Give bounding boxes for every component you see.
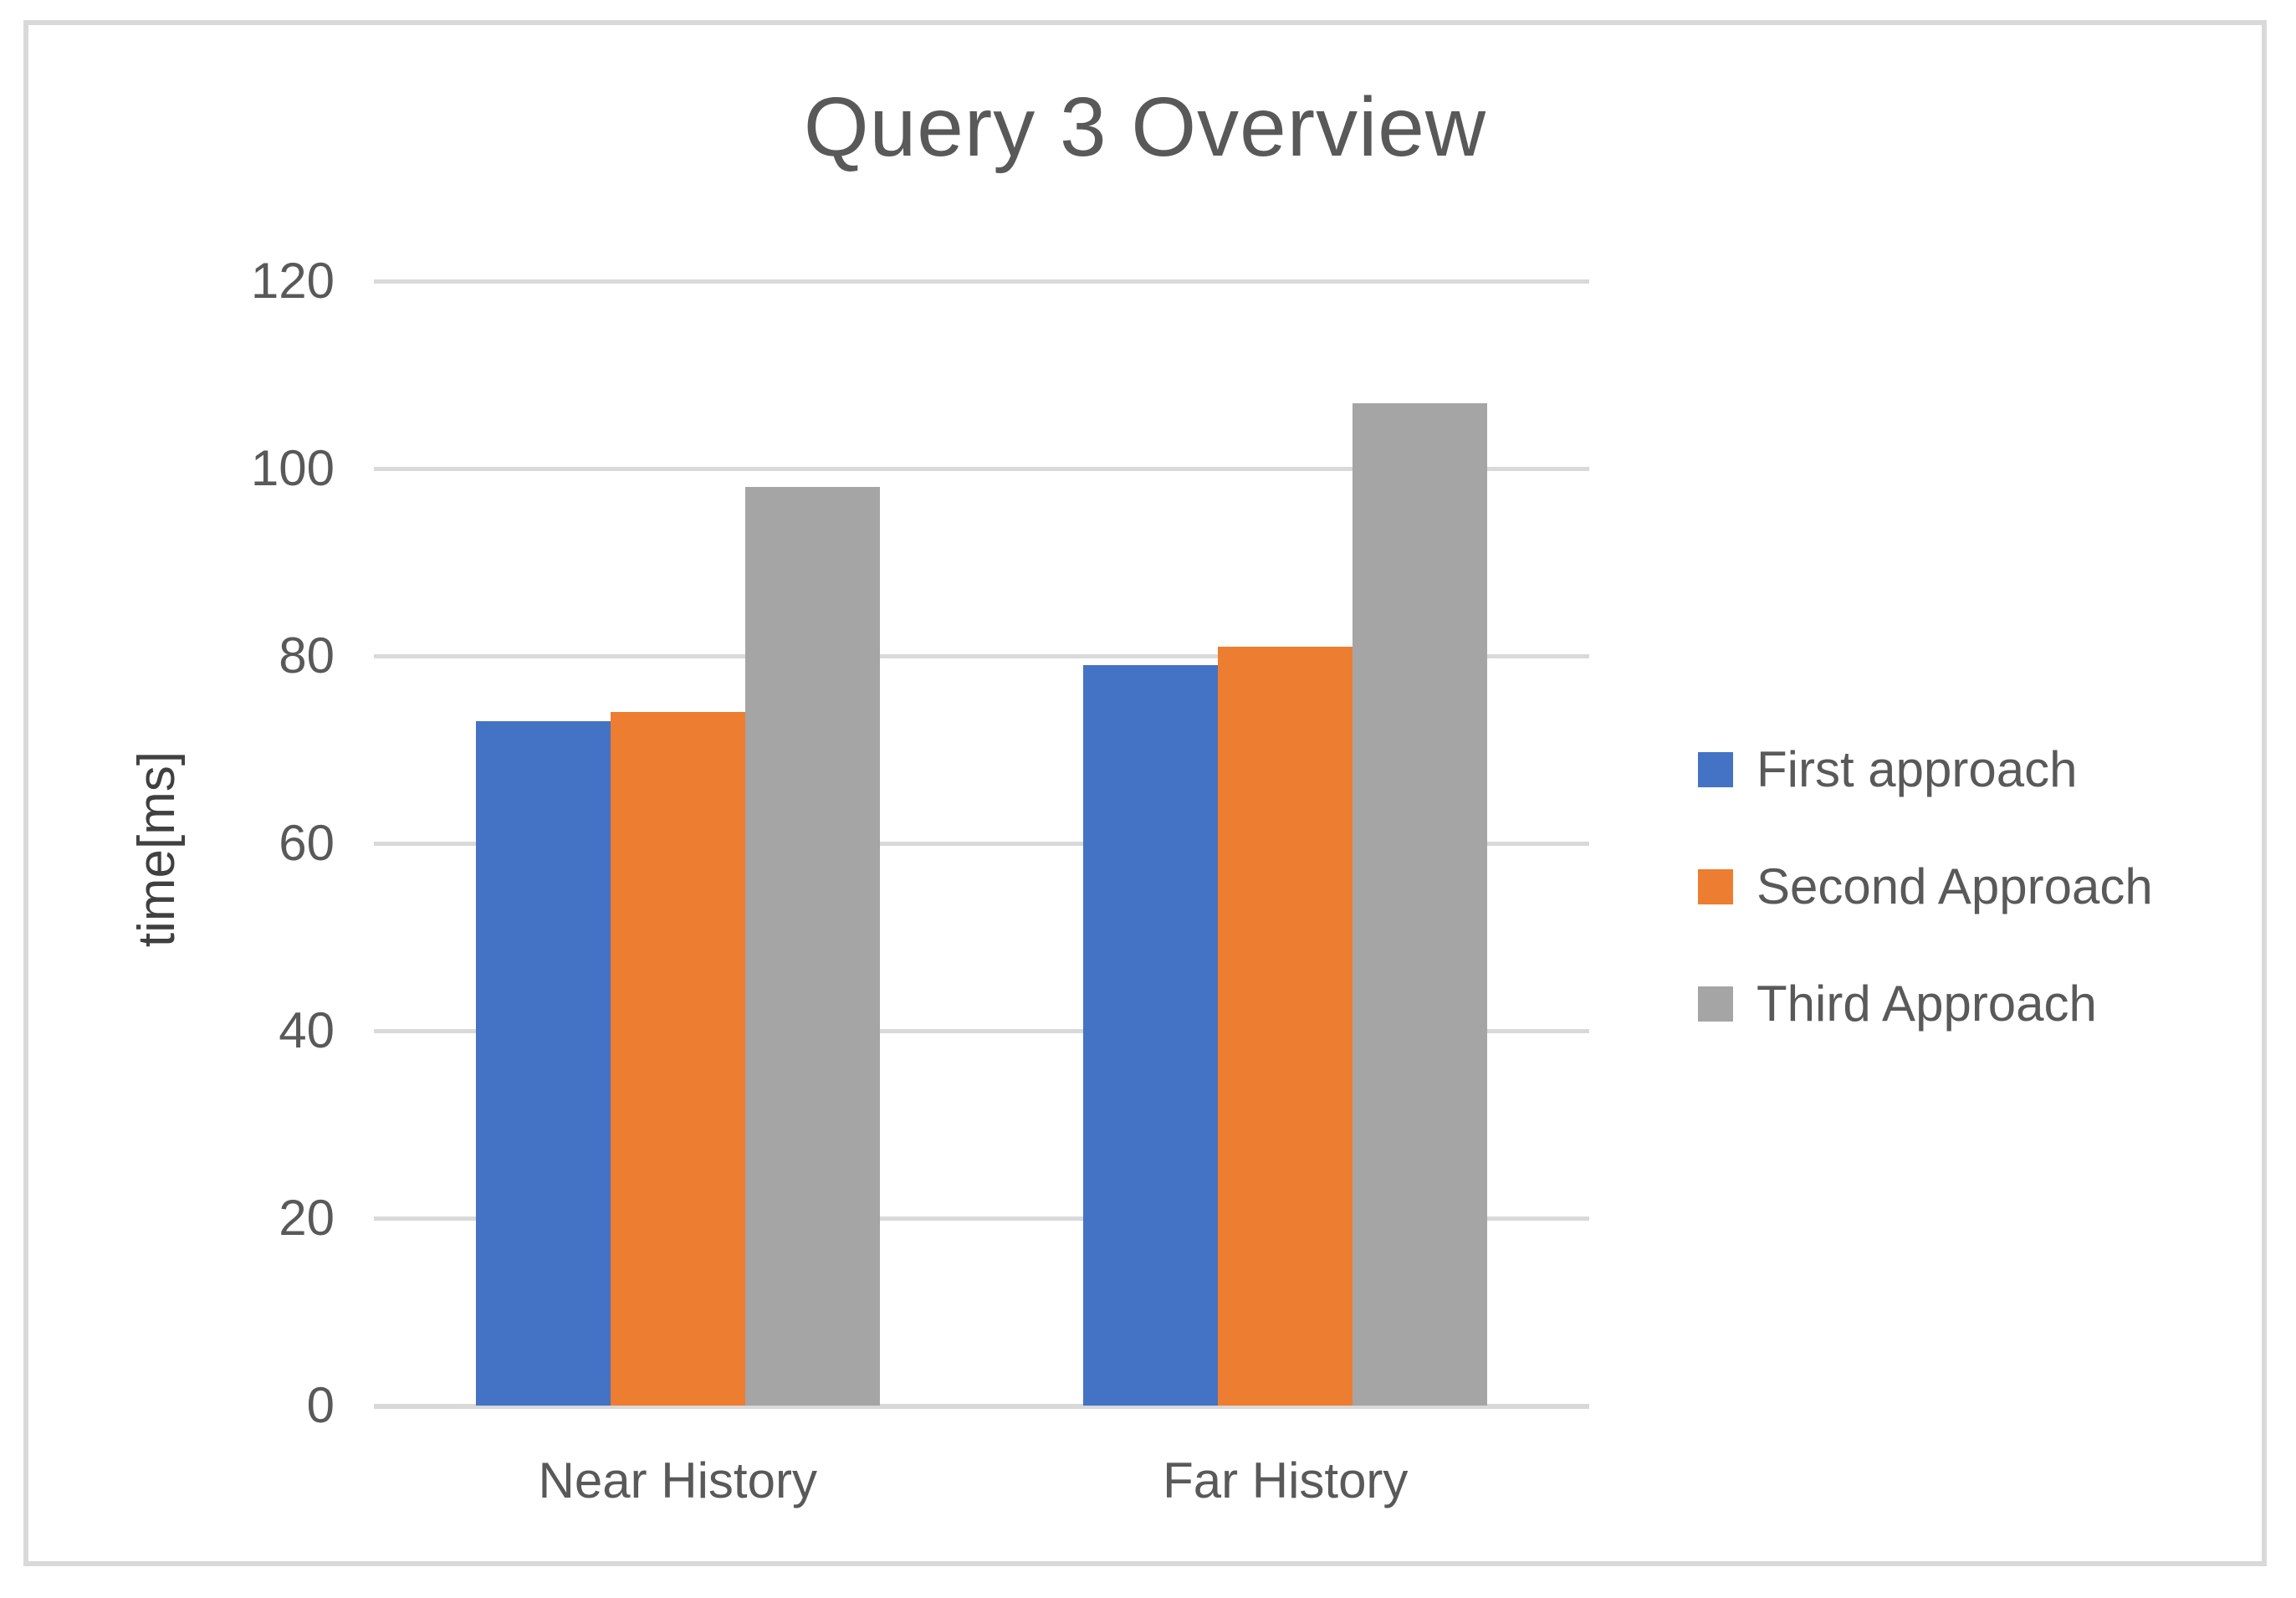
y-tick-label: 0 <box>306 1377 335 1433</box>
gridline <box>374 466 1589 471</box>
gridline <box>374 1216 1589 1221</box>
gridline <box>374 653 1589 658</box>
bar-first-approach-far-history <box>1083 665 1219 1406</box>
legend-label: Third Approach <box>1757 976 2097 1032</box>
y-tick-label: 100 <box>250 440 335 496</box>
bar-second-approach-near-history <box>610 712 745 1406</box>
legend-swatch-icon <box>1698 752 1733 787</box>
legend-swatch-icon <box>1698 986 1733 1022</box>
legend-item: Third Approach <box>1698 971 2233 1037</box>
chart-title: Query 3 Overview <box>803 80 1487 174</box>
y-tick-label: 40 <box>279 1002 335 1058</box>
y-tick-label: 20 <box>279 1190 335 1246</box>
gridline <box>374 1028 1589 1033</box>
legend-label: Second Approach <box>1757 858 2153 914</box>
legend-item: Second Approach <box>1698 853 2233 920</box>
legend-item: First approach <box>1698 736 2233 803</box>
bar-first-approach-near-history <box>475 721 611 1406</box>
bar-third-approach-far-history <box>1353 402 1488 1406</box>
y-tick-label: 80 <box>279 627 335 684</box>
gridline <box>374 279 1589 284</box>
bar-third-approach-near-history <box>744 487 880 1406</box>
bar-second-approach-far-history <box>1218 646 1353 1406</box>
y-tick-label: 60 <box>279 815 335 871</box>
y-tick-label: 120 <box>250 253 335 309</box>
x-axis-line <box>374 1403 1589 1409</box>
category-label: Near History <box>538 1452 817 1508</box>
legend-label: First approach <box>1757 741 2078 797</box>
legend-swatch-icon <box>1698 869 1733 904</box>
gridline <box>374 841 1589 846</box>
category-label: Far History <box>1163 1452 1409 1508</box>
